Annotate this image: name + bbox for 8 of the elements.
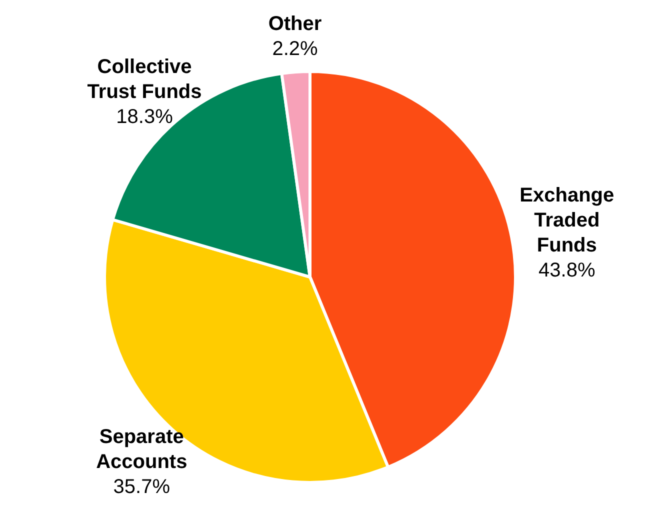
data-label: 2.2%	[272, 38, 318, 60]
data-label: 35.7%	[113, 476, 170, 498]
slice-label: Other	[268, 13, 322, 36]
data-label: 43.8%	[538, 259, 596, 282]
slice-label: Separate Accounts	[96, 426, 188, 473]
slice-label: Collective Trust Funds	[87, 56, 202, 104]
slice-label: Exchange Traded Funds	[520, 184, 614, 256]
data-label: 18.3%	[116, 106, 174, 128]
